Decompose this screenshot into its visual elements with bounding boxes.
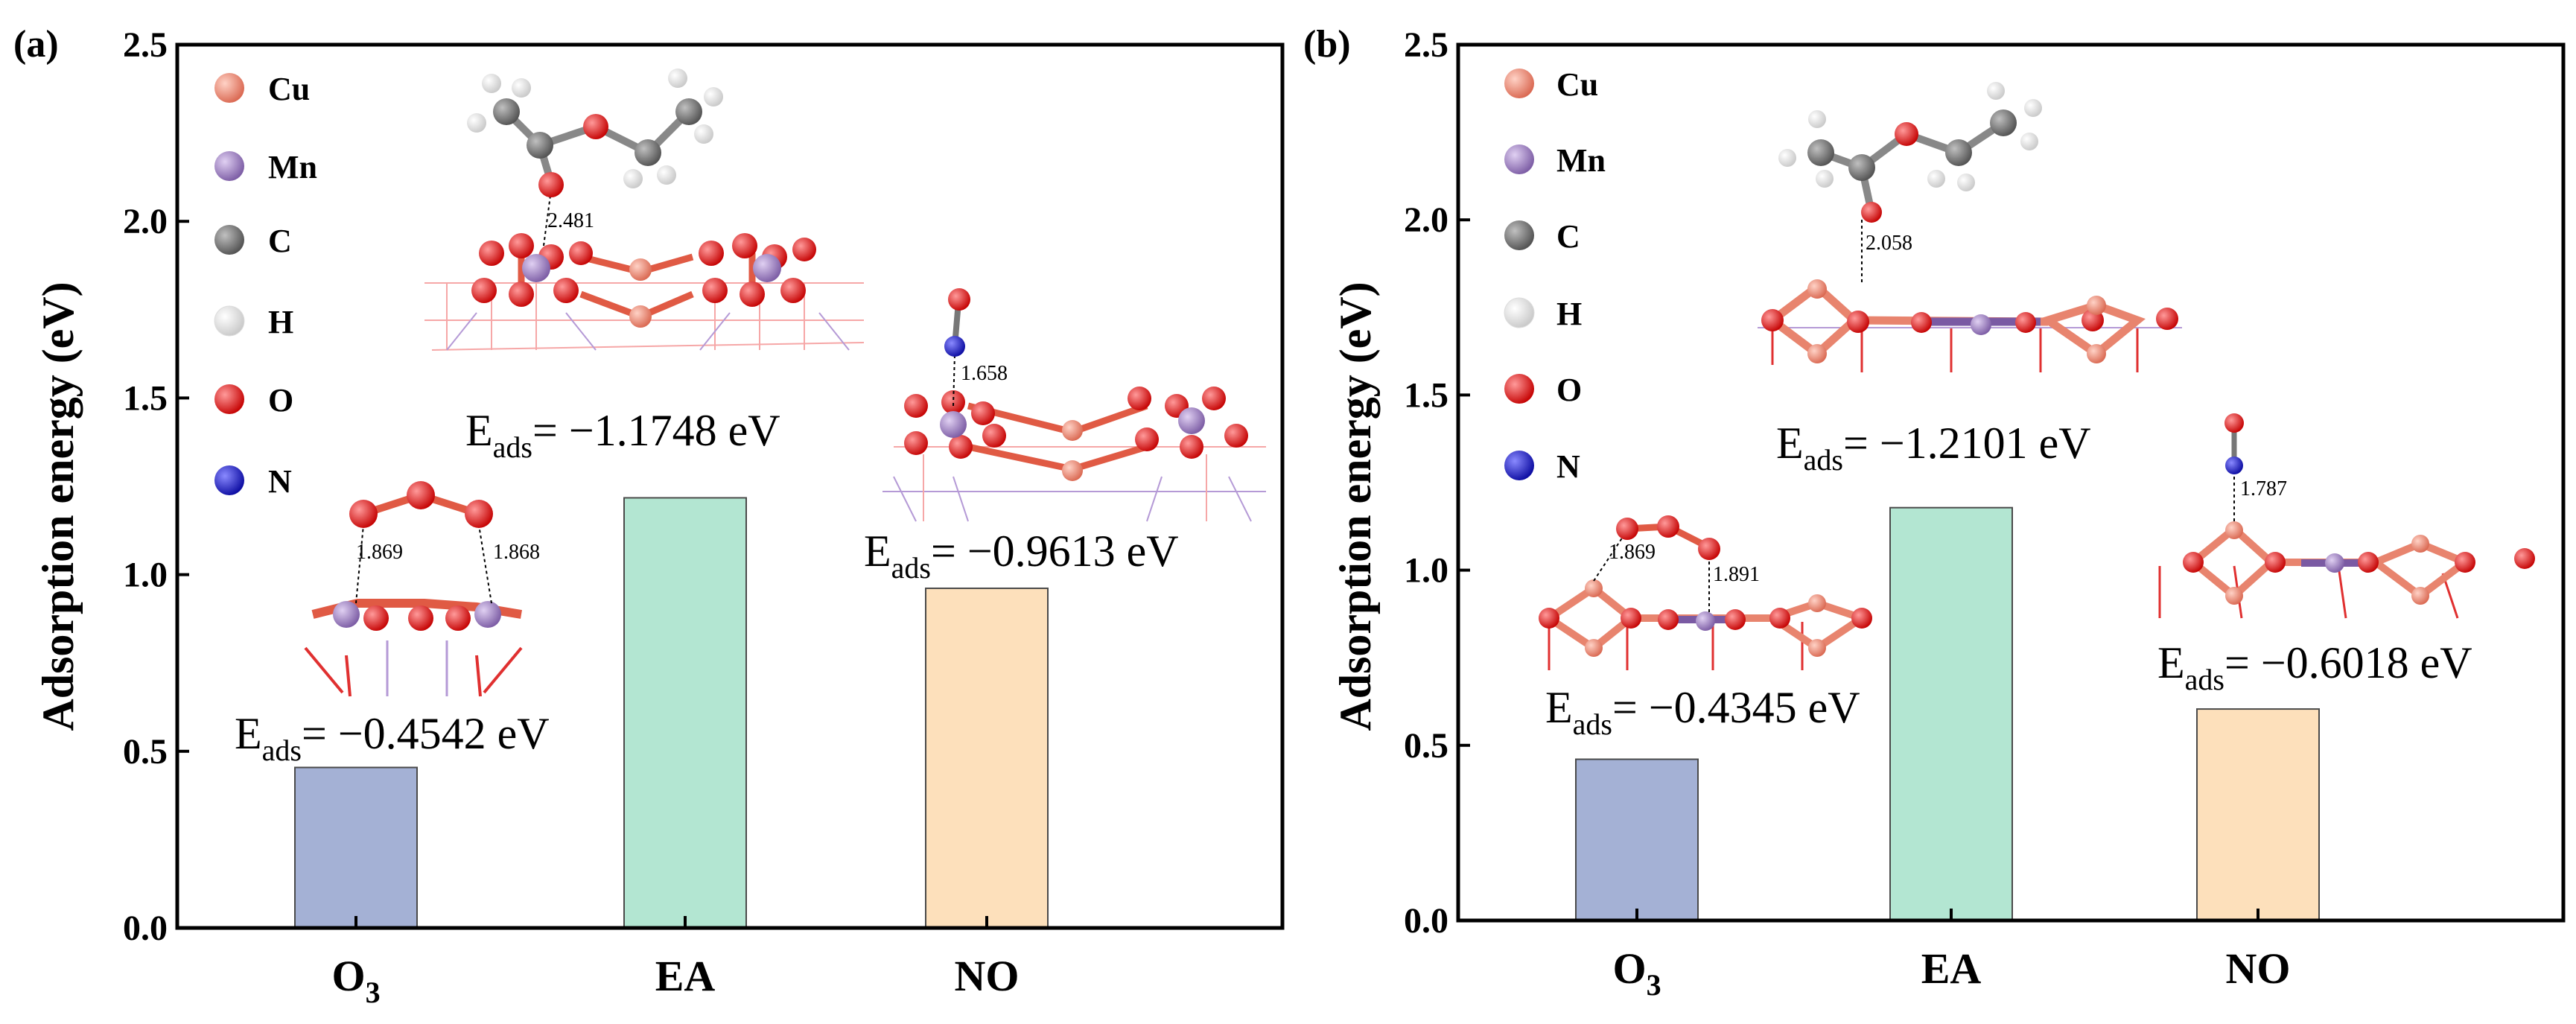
y-tick-label: 1.5: [123, 378, 168, 418]
legend-n-label: N: [268, 463, 292, 500]
bond-length-o3-right: 1.868: [493, 541, 540, 564]
eads-label-no: Eads= −0.9613 eV: [864, 527, 1179, 585]
x-tick-label: EA: [1921, 944, 1982, 993]
eads-label-o3: Eads= −0.4542 eV: [235, 709, 550, 767]
panel-label: (b): [1303, 23, 1351, 66]
panel-b: (b) Adsorption energy (eV) 0.0 0.5 1.0 1.5 2…: [1303, 23, 2566, 1002]
legend-mn-swatch: [1504, 144, 1534, 174]
y-ticks: 0.0 0.5 1.0 1.5 2.0 2.5: [123, 25, 189, 948]
legend-cu-label: Cu: [268, 71, 310, 107]
legend-mn-label: Mn: [268, 149, 317, 185]
legend-o-swatch: [1504, 374, 1534, 404]
legend-cu-swatch: [214, 73, 244, 103]
bond-length-o3-left: 1.869: [356, 541, 403, 564]
y-tick-label: 2.5: [123, 25, 168, 65]
y-tick-label: 2.0: [1404, 200, 1448, 240]
bond-length-ea: 2.481: [547, 209, 594, 232]
legend-o-label: O: [268, 382, 293, 419]
y-tick-label: 2.0: [123, 202, 168, 241]
legend: Cu Mn C H O N: [1504, 66, 1606, 485]
eads-label-ea: Eads= −1.2101 eV: [1776, 419, 2091, 477]
x-tick-label: O3: [331, 952, 380, 1009]
legend-h-swatch: [214, 305, 245, 337]
legend-n-label: N: [1556, 448, 1580, 485]
bar-o3: [294, 766, 418, 929]
bond-length-ea: 2.058: [1866, 232, 1912, 255]
eads-label-ea: Eads= −1.1748 eV: [465, 406, 780, 464]
legend-o-label: O: [1556, 372, 1582, 408]
x-tick-label: NO: [2226, 944, 2291, 993]
x-categories: O3 EA NO: [1612, 909, 2291, 1002]
plot-frame: [175, 42, 1285, 930]
y-ticks: 0.0 0.5 1.0 1.5 2.0 2.5: [1404, 25, 1470, 941]
legend-h-label: H: [1556, 296, 1582, 332]
legend-o-swatch: [214, 384, 244, 414]
legend-n-swatch: [1504, 451, 1534, 480]
legend-h-swatch: [1504, 297, 1535, 328]
y-tick-label: 1.0: [1404, 551, 1448, 591]
o3-adsorption-structure-image: 1.869 1.868: [304, 481, 540, 697]
bar-o3: [1575, 758, 1699, 921]
no-adsorption-structure-image: 1.658: [882, 288, 1266, 522]
panel-label: (a): [13, 23, 59, 66]
x-tick-label: EA: [655, 952, 716, 1000]
legend-c-label: C: [268, 223, 292, 259]
y-tick-label: 0.5: [1404, 726, 1448, 766]
y-tick-label: 2.5: [1404, 25, 1448, 65]
legend-mn-swatch: [214, 151, 244, 181]
y-tick-label: 0.0: [1404, 901, 1448, 941]
bar-no: [925, 587, 1049, 929]
legend-c-swatch: [1504, 220, 1534, 250]
bars: [294, 497, 1049, 929]
bar-no: [2196, 708, 2320, 922]
bond-length-o3-left: 1.869: [1609, 541, 1656, 564]
y-tick-label: 1.0: [123, 556, 168, 595]
bar-ea: [1889, 506, 2013, 921]
bar-ea: [623, 497, 747, 929]
y-axis-label: Adsorption energy (eV): [34, 282, 83, 731]
eads-label-no: Eads= −0.6018 eV: [2157, 638, 2472, 696]
legend-mn-label: Mn: [1556, 142, 1606, 179]
legend-n-swatch: [214, 465, 244, 495]
legend-cu-label: Cu: [1556, 66, 1598, 103]
legend-c-swatch: [214, 225, 244, 255]
no-adsorption-structure-image: 1.787: [2158, 413, 2535, 619]
plot-frame: [1456, 42, 2566, 923]
o3-adsorption-structure-image: 1.869 1.891: [1539, 515, 1872, 670]
bars: [1575, 506, 2320, 922]
x-tick-label: NO: [955, 952, 1020, 1000]
legend-h-label: H: [268, 304, 293, 340]
x-categories: O3 EA NO: [331, 916, 1020, 1009]
y-axis-label: Adsorption energy (eV): [1331, 282, 1380, 731]
bond-length-o3-right: 1.891: [1713, 563, 1760, 586]
ea-adsorption-structure-image: 2.058: [1758, 82, 2182, 372]
bond-length-no: 1.658: [961, 362, 1008, 385]
panel-a: (a) Adsorption energy (eV) 0.0 0.5 1.0 1.5 2…: [13, 23, 1285, 1009]
ea-adsorption-structure-image: 2.481: [424, 69, 865, 351]
y-tick-label: 0.0: [123, 909, 168, 948]
eads-label-o3: Eads= −0.4345 eV: [1545, 683, 1860, 741]
y-tick-label: 1.5: [1404, 375, 1448, 415]
x-tick-label: O3: [1612, 944, 1661, 1002]
legend-c-label: C: [1556, 218, 1580, 255]
legend: Cu Mn C H O N: [214, 71, 317, 500]
legend-cu-swatch: [1504, 69, 1534, 98]
y-tick-label: 0.5: [123, 732, 168, 772]
bond-length-no: 1.787: [2240, 477, 2287, 500]
